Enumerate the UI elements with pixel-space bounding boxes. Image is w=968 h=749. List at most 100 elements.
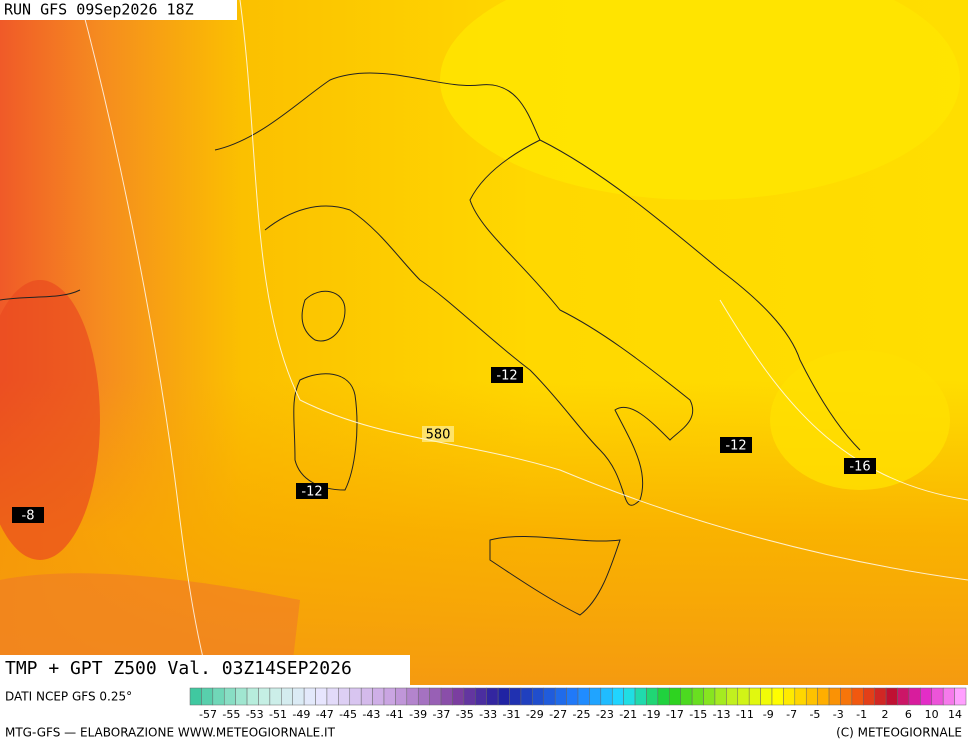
colorbar-swatch [828, 687, 841, 706]
colorbar-label: -9 [763, 708, 774, 721]
colorbar-label: -15 [689, 708, 707, 721]
colorbar-label: -5 [809, 708, 820, 721]
colorbar-swatch [931, 687, 944, 706]
colorbar-swatch [600, 687, 613, 706]
colorbar-label: -13 [713, 708, 731, 721]
geopotential-label-box [422, 426, 454, 442]
colorbar-swatch [680, 687, 693, 706]
colorbar-swatch [258, 687, 271, 706]
colorbar-label: 6 [905, 708, 912, 721]
colorbar-swatch [554, 687, 567, 706]
colorbar-swatch [497, 687, 510, 706]
colorbar-swatch [783, 687, 796, 706]
colorbar-swatch [475, 687, 487, 706]
colorbar-label: -55 [222, 708, 240, 721]
map-labels: -12 580 -12 -16 -12 -8 [12, 367, 876, 524]
temperature-label-box [491, 367, 523, 383]
colorbar-swatch [543, 687, 556, 706]
colorbar-swatch [520, 687, 533, 706]
colorbar-swatch [623, 687, 636, 706]
colorbar-swatch [817, 687, 830, 706]
colorbar-label: -29 [526, 708, 544, 721]
colorbar-label: 14 [948, 708, 962, 721]
colorbar-swatch [452, 687, 465, 706]
colorbar-swatch [611, 687, 624, 706]
colorbar-swatch [326, 687, 339, 706]
temperature-label: -12 [725, 439, 746, 454]
colorbar-label: -25 [573, 708, 591, 721]
colorbar-swatch [634, 687, 647, 706]
colorbar-swatch [566, 687, 579, 706]
colorbar-label: -7 [786, 708, 797, 721]
colorbar-swatch [771, 687, 784, 706]
colorbar-label: 10 [925, 708, 939, 721]
colorbar-label: -19 [643, 708, 661, 721]
colorbar-label: -37 [432, 708, 450, 721]
colorbar-swatch [920, 687, 933, 706]
colorbar-swatch [532, 687, 545, 706]
colorbar-label: -57 [199, 708, 217, 721]
map-title: TMP + GPT Z500 Val. 03Z14SEP2026 [5, 658, 352, 679]
colorbar-swatch [269, 687, 282, 706]
colorbar-swatch [589, 687, 602, 706]
colorbar-swatch [874, 687, 887, 706]
colorbar-swatch [703, 687, 716, 706]
footer-left: MTG-GFS — ELABORAZIONE WWW.METEOGIORNALE… [5, 726, 336, 740]
colorbar-swatch [486, 687, 499, 706]
temperature-label-box [12, 507, 44, 523]
footer-right: (C) METEOGIORNALE [836, 726, 962, 740]
title-box [0, 655, 410, 685]
colorbar-swatch [691, 687, 704, 706]
header-box [0, 0, 237, 20]
colorbar-swatch [942, 687, 955, 706]
temperature-label: -12 [496, 369, 517, 384]
colorbar-label: -47 [316, 708, 334, 721]
red-area [0, 280, 100, 560]
colorbar-swatch [840, 687, 853, 706]
colorbar-swatch [338, 687, 351, 706]
colorbar-label: -39 [409, 708, 427, 721]
colorbar-swatch [223, 687, 236, 706]
colorbar-swatch [805, 687, 818, 706]
colorbar-label: -11 [736, 708, 754, 721]
coastlines [0, 72, 861, 616]
geopotential-label: 580 [426, 428, 451, 443]
temperature-label: -12 [301, 485, 322, 500]
colorbar-label: -21 [619, 708, 637, 721]
colorbar-label: -33 [479, 708, 497, 721]
colorbar-label: 2 [881, 708, 888, 721]
colorbar-label: -49 [292, 708, 310, 721]
colorbar-swatch [360, 687, 373, 706]
colorbar-label: -31 [502, 708, 520, 721]
colorbar-swatch [246, 687, 259, 706]
colorbar-label: -35 [456, 708, 474, 721]
colorbar-swatch [760, 687, 773, 706]
colorbar-swatch [292, 687, 305, 706]
colorbar-swatch [440, 687, 453, 706]
colorbar-label: -51 [269, 708, 287, 721]
colorbar-swatch [794, 687, 807, 706]
colorbar-label: -41 [386, 708, 404, 721]
source: DATI NCEP GFS 0.25° [5, 690, 132, 704]
colorbar-label: -3 [833, 708, 844, 721]
yellow-area [770, 350, 950, 490]
colorbar-swatch [885, 687, 898, 706]
colorbar-swatch [417, 687, 430, 706]
colorbar-swatch [851, 687, 864, 706]
colorbar-label: -53 [246, 708, 264, 721]
colorbar-swatch [954, 687, 967, 706]
colorbar-swatch [303, 687, 316, 706]
colorbar-swatch [235, 687, 248, 706]
colorbar-swatch [406, 687, 419, 706]
colorbar-swatch [737, 687, 750, 706]
colorbar-label: -17 [666, 708, 684, 721]
colorbar-swatch [372, 687, 385, 706]
colorbar-swatch [748, 687, 761, 706]
colorbar-swatch [897, 687, 910, 706]
warm-core [440, 0, 960, 200]
temperature-label: -16 [849, 460, 870, 475]
colorbar-label: -43 [362, 708, 380, 721]
colorbar-label: -1 [856, 708, 867, 721]
colorbar-swatch [189, 687, 202, 706]
map [0, 0, 968, 686]
